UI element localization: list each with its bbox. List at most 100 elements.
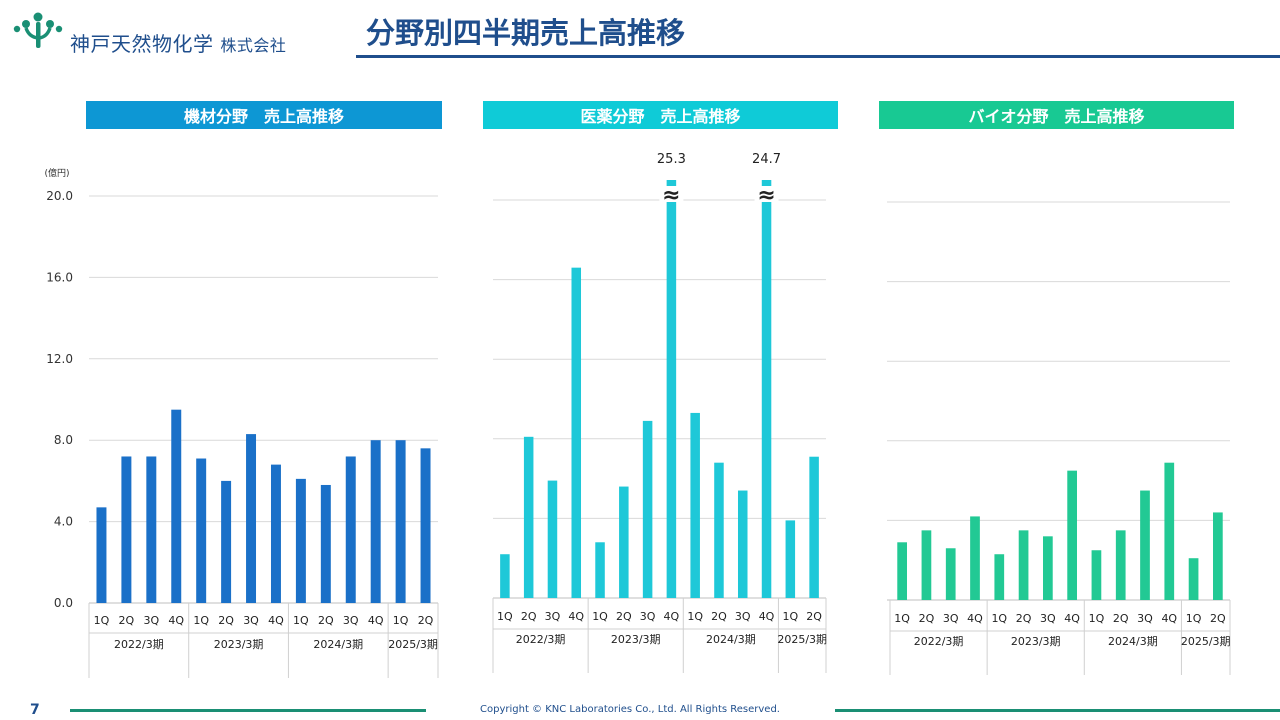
x-tick-label: 4Q bbox=[268, 614, 284, 627]
x-tick-label: 3Q bbox=[545, 610, 561, 623]
bar bbox=[1188, 558, 1199, 600]
group-label: 2023/3期 bbox=[611, 633, 661, 646]
x-tick-label: 4Q bbox=[568, 610, 584, 623]
y-tick-label: 0.0 bbox=[54, 596, 73, 610]
group-label: 2025/3期 bbox=[388, 638, 438, 651]
x-tick-label: 2Q bbox=[616, 610, 632, 623]
bar bbox=[1043, 536, 1053, 600]
x-tick-label: 3Q bbox=[1040, 612, 1056, 625]
x-tick-label: 2Q bbox=[919, 612, 935, 625]
bar bbox=[171, 409, 182, 603]
x-tick-label: 2Q bbox=[711, 610, 727, 623]
x-tick-label: 1Q bbox=[687, 610, 703, 623]
axis-break-mask bbox=[659, 186, 684, 202]
group-label: 2024/3期 bbox=[706, 633, 756, 646]
page-title: 分野別四半期売上高推移 bbox=[366, 16, 686, 50]
bar bbox=[666, 180, 677, 598]
group-label: 2022/3期 bbox=[114, 638, 164, 651]
tree-logo-icon bbox=[13, 12, 63, 48]
x-tick-label: 1Q bbox=[1186, 612, 1202, 625]
bar bbox=[1115, 530, 1126, 600]
axis-break-icon: ≈ bbox=[757, 183, 775, 208]
x-tick-label: 4Q bbox=[967, 612, 983, 625]
x-tick-label: 2Q bbox=[521, 610, 537, 623]
y-tick-label: 16.0 bbox=[46, 270, 73, 284]
x-tick-label: 1Q bbox=[94, 614, 110, 627]
group-label: 2022/3期 bbox=[914, 635, 964, 648]
bar bbox=[690, 412, 700, 598]
y-tick-label: 8.0 bbox=[54, 433, 73, 447]
bar bbox=[1018, 530, 1029, 600]
bar bbox=[246, 434, 257, 603]
bar bbox=[737, 490, 748, 598]
footer-line-right bbox=[835, 709, 1280, 712]
y-tick-label: 20.0 bbox=[46, 189, 73, 203]
data-label: 25.3 bbox=[657, 152, 686, 167]
bar bbox=[295, 478, 306, 603]
y-axis-unit-label: (億円) bbox=[44, 167, 69, 179]
group-label: 2022/3期 bbox=[516, 633, 566, 646]
bar bbox=[994, 554, 1005, 600]
x-tick-label: 4Q bbox=[1161, 612, 1177, 625]
bar bbox=[1213, 512, 1223, 600]
bar bbox=[761, 180, 772, 598]
company-name-corp: 株式会社 bbox=[220, 36, 287, 55]
group-label: 2025/3期 bbox=[1181, 635, 1231, 648]
bar bbox=[642, 420, 653, 598]
bar bbox=[571, 267, 582, 598]
x-tick-label: 1Q bbox=[991, 612, 1007, 625]
title-underline bbox=[356, 55, 1280, 58]
data-label: 24.7 bbox=[752, 152, 781, 167]
bar bbox=[420, 448, 431, 603]
bar bbox=[785, 520, 796, 598]
group-label: 2023/3期 bbox=[1011, 635, 1061, 648]
x-tick-label: 4Q bbox=[759, 610, 775, 623]
x-tick-label: 1Q bbox=[1089, 612, 1105, 625]
bar bbox=[945, 548, 956, 600]
bar bbox=[345, 456, 356, 603]
bar bbox=[320, 484, 331, 603]
x-tick-label: 3Q bbox=[243, 614, 259, 627]
page-number: 7 bbox=[30, 702, 40, 718]
bar bbox=[1091, 550, 1102, 600]
bar bbox=[921, 530, 932, 600]
bar bbox=[270, 464, 281, 603]
x-tick-label: 1Q bbox=[497, 610, 513, 623]
company-name-main: 神戸天然物化学 bbox=[70, 32, 214, 56]
x-tick-label: 3Q bbox=[1137, 612, 1153, 625]
bar bbox=[146, 456, 157, 603]
x-tick-label: 2Q bbox=[218, 614, 234, 627]
bar bbox=[1140, 490, 1150, 600]
x-tick-label: 2Q bbox=[119, 614, 135, 627]
x-tick-label: 3Q bbox=[343, 614, 359, 627]
bar bbox=[809, 456, 819, 598]
company-logo: 神戸天然物化学 株式会社 bbox=[12, 8, 342, 56]
x-tick-label: 3Q bbox=[143, 614, 159, 627]
x-tick-label: 3Q bbox=[735, 610, 751, 623]
bar bbox=[1164, 462, 1175, 600]
bar bbox=[96, 507, 107, 603]
footer-line-left bbox=[70, 709, 426, 712]
bar bbox=[523, 436, 534, 598]
bar bbox=[547, 480, 558, 598]
bar bbox=[1067, 470, 1077, 600]
group-label: 2023/3期 bbox=[214, 638, 264, 651]
company-name: 神戸天然物化学 株式会社 bbox=[70, 28, 286, 57]
bar bbox=[221, 480, 232, 603]
group-label: 2024/3期 bbox=[1108, 635, 1158, 648]
x-tick-label: 4Q bbox=[168, 614, 184, 627]
x-tick-label: 1Q bbox=[293, 614, 309, 627]
bar bbox=[619, 486, 629, 598]
bar bbox=[370, 440, 381, 603]
copyright: Copyright © KNC Laboratories Co., Ltd. A… bbox=[480, 704, 780, 715]
axis-break-mask bbox=[754, 186, 779, 202]
panel-header-kizai: 機材分野 売上高推移 bbox=[86, 101, 442, 129]
bar bbox=[395, 440, 406, 603]
panel-header-iyaku: 医薬分野 売上高推移 bbox=[483, 101, 838, 129]
x-tick-label: 2Q bbox=[318, 614, 334, 627]
x-tick-label: 2Q bbox=[418, 614, 434, 627]
y-tick-label: 4.0 bbox=[54, 515, 73, 529]
bar bbox=[500, 554, 510, 598]
x-tick-label: 2Q bbox=[806, 610, 822, 623]
bar bbox=[897, 542, 907, 600]
